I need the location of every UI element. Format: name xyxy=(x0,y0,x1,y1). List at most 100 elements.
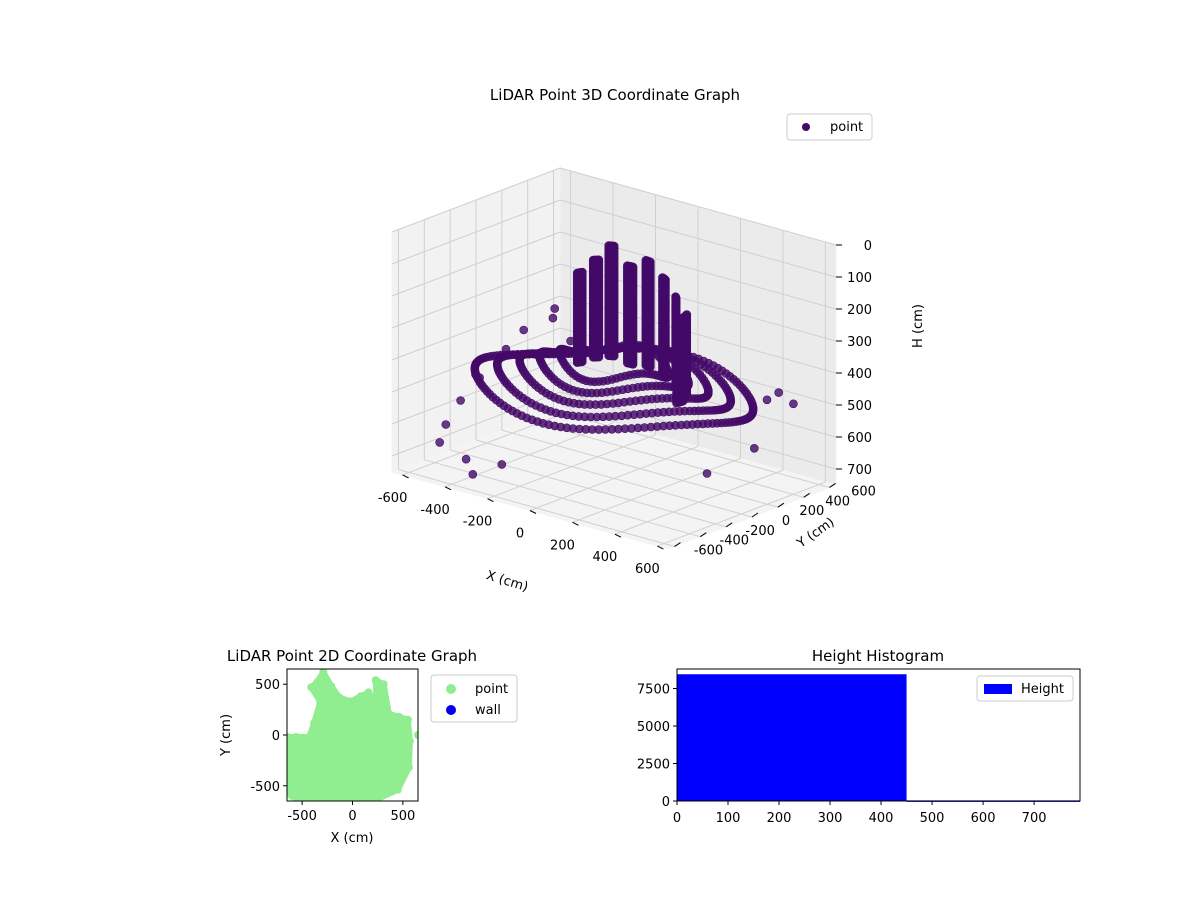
point-2d-19 xyxy=(405,737,414,746)
grid-y-floor xyxy=(450,449,727,528)
chart-3d: LiDAR Point 3D Coordinate Graph -600-400… xyxy=(378,86,926,595)
point-2d-14 xyxy=(371,676,380,685)
tick-label-x-hist: 500 xyxy=(920,811,945,826)
tick-label-y-hist: 7500 xyxy=(637,683,670,698)
chart-histogram: Height Histogram 0 100 200 300 400 500 600 7000… xyxy=(637,647,1081,826)
tick-label-y-hist: 0 xyxy=(662,795,670,810)
chart-2d-legend-marker-point xyxy=(446,684,456,694)
tick-x xyxy=(529,510,537,514)
tick-y xyxy=(777,502,785,508)
grid-z-left xyxy=(391,295,561,361)
point-outlier-6 xyxy=(566,336,575,346)
point-ring-1 xyxy=(706,406,715,415)
chart-histogram-legend-box xyxy=(976,675,1074,702)
tick-y xyxy=(700,532,707,538)
tick-label-x: 600 xyxy=(635,562,660,577)
point-outlier-16 xyxy=(762,395,772,405)
tick-label-x-hist: 200 xyxy=(767,811,792,826)
point-2d-15 xyxy=(379,680,388,689)
grid-z-left xyxy=(391,263,561,329)
point-2d-outlier-2 xyxy=(288,791,296,800)
point-wall-8 xyxy=(678,396,688,406)
point-outlier-7 xyxy=(471,370,480,379)
tick-label-x-hist: 400 xyxy=(869,811,894,826)
point-outlier-9 xyxy=(435,438,445,447)
point-2d-9 xyxy=(335,693,344,702)
tick-label-y-hist: 5000 xyxy=(637,720,670,735)
point-2d-20 xyxy=(404,763,413,772)
point-2d-23 xyxy=(348,797,357,801)
point-2d-24 xyxy=(318,797,327,801)
histogram-bar-0 xyxy=(677,674,907,801)
grid-z-back xyxy=(559,167,837,246)
point-2d-17 xyxy=(394,712,403,721)
tick-label-y-2d: 0 xyxy=(272,729,280,744)
tick-label-x: -400 xyxy=(420,503,450,518)
tick-label-x: 200 xyxy=(550,538,575,553)
tick-x xyxy=(614,533,622,538)
point-wall-4 xyxy=(641,360,651,370)
tick-label-x: 0 xyxy=(516,527,524,542)
tick-y xyxy=(751,512,759,518)
point-2d-4 xyxy=(316,697,325,706)
grid-y-floor xyxy=(475,439,753,518)
tick-label-z: 300 xyxy=(847,335,872,350)
tick-label-x: -200 xyxy=(463,515,493,530)
tick-label-y: -200 xyxy=(745,524,775,539)
point-wall-2 xyxy=(588,352,598,362)
point-outlier-5 xyxy=(441,420,451,429)
point-outlier-8 xyxy=(532,350,542,360)
point-outlier-13 xyxy=(789,399,798,409)
point-2d-2 xyxy=(305,733,314,741)
tick-x xyxy=(657,545,664,550)
point-outlier-11 xyxy=(468,469,478,479)
tick-label-y-hist: 2500 xyxy=(637,758,670,773)
grid-z-back xyxy=(559,199,837,278)
chart-histogram-legend: Height xyxy=(976,675,1074,702)
tick-label-y-2d: 500 xyxy=(255,678,280,693)
chart-2d-legend-marker-wall xyxy=(446,705,456,715)
grid-z-left xyxy=(391,199,561,265)
tick-label-y-2d: -500 xyxy=(250,780,280,795)
tick-label-z: 600 xyxy=(847,431,872,446)
point-2d-22 xyxy=(373,795,382,801)
chart-2d: LiDAR Point 2D Coordinate Graph -500 0 500… xyxy=(219,647,518,846)
point-2d-outlier-0 xyxy=(414,731,418,739)
chart-3d-legend-box xyxy=(786,113,873,141)
chart-3d-legend-label: point xyxy=(830,120,863,135)
tick-x xyxy=(402,474,409,479)
tick-label-y: -600 xyxy=(694,544,724,559)
chart-2d-title: LiDAR Point 2D Coordinate Graph xyxy=(227,647,477,665)
tick-label-x-2d: 500 xyxy=(390,809,415,824)
chart-3d-xlabel: X (cm) xyxy=(484,568,530,595)
tick-label-x-hist: 600 xyxy=(971,811,996,826)
point-wall-0 xyxy=(622,358,632,368)
point-2d-10 xyxy=(346,697,355,706)
tick-y xyxy=(674,542,681,547)
grid-y-floor xyxy=(553,409,830,488)
chart-3d-ylabel: Y (cm) xyxy=(794,515,838,552)
chart-3d-legend-marker xyxy=(802,123,810,131)
point-outlier-10 xyxy=(461,454,471,464)
point-2d-21 xyxy=(393,785,402,794)
point-outlier-4 xyxy=(548,313,558,323)
point-outlier-12 xyxy=(550,304,560,313)
tick-y xyxy=(829,483,836,488)
chart-2d-legend-label-wall: wall xyxy=(475,703,501,718)
point-2d-outlier-1 xyxy=(287,733,291,741)
point-outlier-14 xyxy=(702,469,712,478)
point-outlier-2 xyxy=(519,325,529,335)
point-2d-8 xyxy=(327,682,336,691)
tick-label-z: 200 xyxy=(847,303,872,318)
point-ring-0 xyxy=(724,418,734,427)
point-2d-7 xyxy=(319,669,328,676)
point-2d-1 xyxy=(292,733,301,741)
tick-label-x: -600 xyxy=(378,491,408,506)
chart-2d-xlabel: X (cm) xyxy=(331,831,374,846)
grid-z-left xyxy=(391,231,561,297)
point-outlier-0 xyxy=(501,344,511,354)
chart-2d-ylabel: Y (cm) xyxy=(219,714,234,757)
point-2d-18 xyxy=(403,715,412,724)
tick-label-x: 400 xyxy=(593,550,618,565)
